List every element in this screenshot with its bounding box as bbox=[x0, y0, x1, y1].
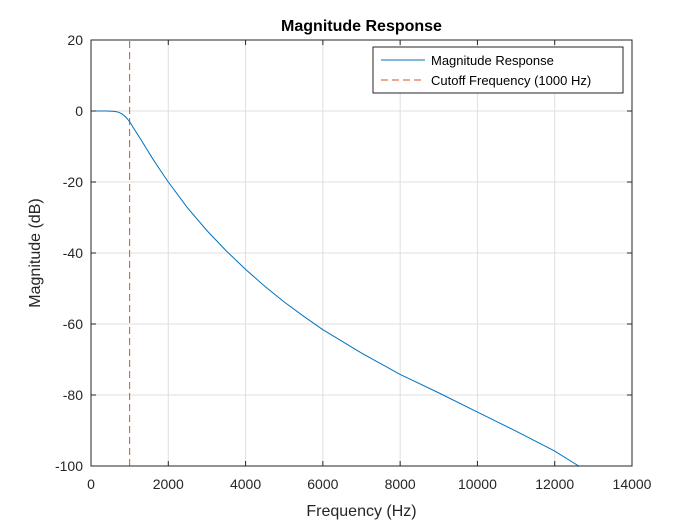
chart-title: Magnitude Response bbox=[281, 18, 442, 35]
series-line-magnitude-response bbox=[91, 110, 579, 467]
y-tick-label: -80 bbox=[63, 387, 83, 403]
x-tick-label: 12000 bbox=[535, 476, 574, 492]
legend-label-magnitude-response: Magnitude Response bbox=[431, 53, 554, 68]
y-tick-label: 20 bbox=[67, 32, 83, 48]
x-tick-label: 8000 bbox=[385, 476, 416, 492]
y-tick-label: -20 bbox=[63, 174, 83, 190]
tick-labels: 0 2000 4000 6000 8000 10000 12000 14000 -100 -80 -… bbox=[55, 32, 652, 492]
y-tick-label: -40 bbox=[63, 245, 83, 261]
legend-box bbox=[372, 46, 624, 94]
x-tick-label: 14000 bbox=[613, 476, 652, 492]
x-tick-label: 10000 bbox=[458, 476, 497, 492]
y-axis-label: Magnitude (dB) bbox=[27, 198, 44, 307]
y-tick-label: 0 bbox=[75, 103, 83, 119]
series-layer bbox=[91, 40, 579, 467]
x-tick-label: 0 bbox=[87, 476, 95, 492]
x-tick-label: 4000 bbox=[230, 476, 261, 492]
tick-marks bbox=[90, 39, 633, 467]
x-tick-label: 6000 bbox=[307, 476, 338, 492]
x-tick-label: 2000 bbox=[153, 476, 184, 492]
y-tick-label: -100 bbox=[55, 458, 83, 474]
legend-label-cutoff-frequency: Cutoff Frequency (1000 Hz) bbox=[431, 73, 591, 88]
legend: Magnitude Response Cutoff Frequency (100… bbox=[372, 46, 624, 94]
x-axis-label: Frequency (Hz) bbox=[306, 503, 416, 520]
y-tick-label: -60 bbox=[63, 316, 83, 332]
